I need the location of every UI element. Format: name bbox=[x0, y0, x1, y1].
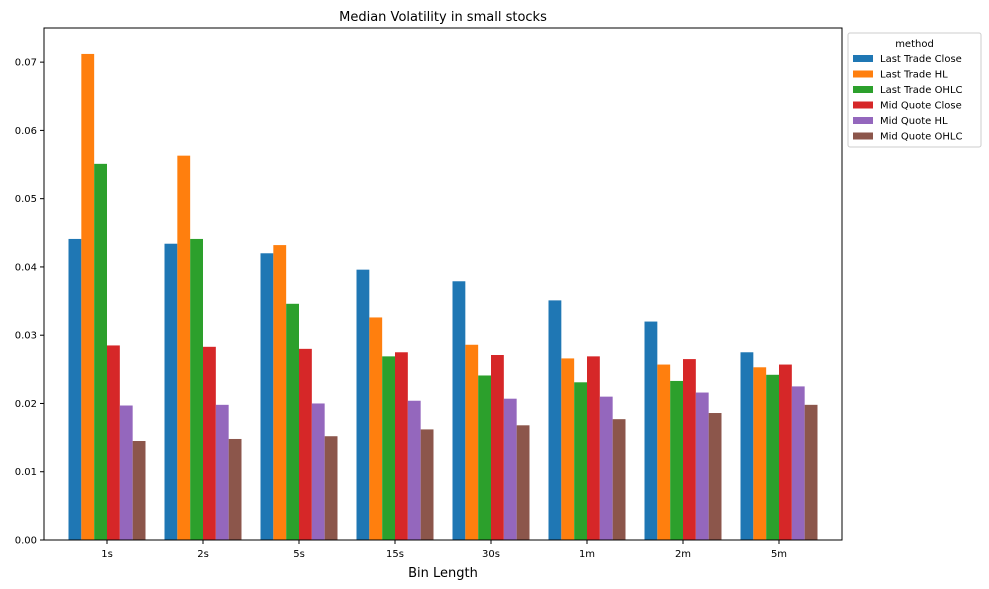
x-tick-label: 5m bbox=[771, 549, 787, 560]
bar-mid-quote-close-2s bbox=[203, 346, 216, 540]
bar-last-trade-hl-1m bbox=[561, 358, 575, 540]
bar-mid-quote-ohlc-5m bbox=[804, 404, 818, 540]
bar-mid-quote-ohlc-15s bbox=[420, 429, 434, 540]
legend-label: Mid Quote OHLC bbox=[880, 132, 962, 143]
bar-last-trade-ohlc-1m bbox=[574, 382, 587, 540]
legend-box bbox=[847, 32, 982, 148]
bar-last-trade-close-5s bbox=[260, 253, 274, 540]
bar-mid-quote-hl-2s bbox=[215, 404, 229, 540]
x-tick-label: 15s bbox=[386, 549, 404, 560]
bar-mid-quote-ohlc-1m bbox=[612, 419, 626, 540]
bar-last-trade-close-1m bbox=[548, 300, 562, 540]
bar-mid-quote-close-1s bbox=[107, 345, 120, 540]
legend-label: Last Trade Close bbox=[880, 54, 962, 65]
bar-mid-quote-hl-1m bbox=[599, 396, 613, 540]
bar-last-trade-close-1s bbox=[68, 238, 82, 540]
bar-last-trade-ohlc-30s bbox=[478, 375, 491, 540]
bar-last-trade-close-15s bbox=[356, 269, 370, 540]
x-tick-label: 30s bbox=[482, 549, 500, 560]
y-tick-label: 0.07 bbox=[15, 58, 37, 69]
bar-mid-quote-ohlc-1s bbox=[132, 441, 146, 540]
bar-mid-quote-close-5m bbox=[779, 364, 792, 540]
chart-title: Median Volatility in small stocks bbox=[339, 10, 547, 25]
legend-label: Last Trade HL bbox=[880, 70, 948, 81]
legend-swatch bbox=[853, 55, 873, 62]
y-tick-label: 0.01 bbox=[15, 467, 37, 478]
y-tick-label: 0.00 bbox=[15, 536, 37, 547]
bar-mid-quote-hl-30s bbox=[503, 398, 517, 540]
y-tick-label: 0.03 bbox=[15, 331, 37, 342]
bar-mid-quote-ohlc-2s bbox=[228, 438, 242, 540]
bar-mid-quote-ohlc-30s bbox=[516, 425, 530, 540]
bar-mid-quote-close-30s bbox=[491, 355, 504, 540]
x-tick-label: 2s bbox=[197, 549, 209, 560]
bar-last-trade-hl-2s bbox=[177, 155, 191, 540]
bar-mid-quote-ohlc-5s bbox=[324, 436, 338, 540]
bar-mid-quote-hl-15s bbox=[407, 400, 421, 540]
x-tick-label: 1m bbox=[579, 549, 595, 560]
bar-mid-quote-hl-5s bbox=[311, 403, 325, 540]
y-tick-label: 0.02 bbox=[15, 399, 37, 410]
bar-last-trade-ohlc-5m bbox=[766, 374, 779, 540]
bars-group bbox=[68, 53, 818, 540]
y-tick-label: 0.05 bbox=[15, 194, 37, 205]
y-tick-label: 0.06 bbox=[15, 126, 37, 137]
legend-label: Last Trade OHLC bbox=[880, 85, 963, 96]
bar-last-trade-hl-30s bbox=[465, 344, 479, 540]
legend-swatch bbox=[853, 101, 873, 109]
legend-label: Mid Quote HL bbox=[880, 116, 948, 127]
bar-mid-quote-ohlc-2m bbox=[708, 413, 722, 540]
x-tick-label: 2m bbox=[675, 549, 691, 560]
legend: method Last Trade Close Last Trade HL Last … bbox=[847, 32, 982, 148]
bar-last-trade-ohlc-2s bbox=[190, 238, 203, 540]
x-tick-label: 5s bbox=[293, 549, 305, 560]
bar-last-trade-hl-15s bbox=[369, 317, 383, 540]
bar-last-trade-close-2m bbox=[644, 321, 658, 540]
y-tick-label: 0.04 bbox=[15, 262, 37, 273]
bar-last-trade-ohlc-15s bbox=[382, 356, 395, 540]
bar-last-trade-close-2s bbox=[164, 243, 178, 540]
legend-title: method bbox=[895, 39, 934, 50]
plot-frame bbox=[43, 27, 843, 541]
y-axis: 0.00 0.01 0.02 0.03 0.04 0.05 0.06 0.07 bbox=[15, 58, 44, 547]
legend-swatch bbox=[853, 117, 873, 124]
bar-last-trade-close-30s bbox=[452, 281, 466, 540]
bar-mid-quote-hl-1s bbox=[119, 405, 133, 540]
legend-label: Mid Quote Close bbox=[880, 101, 962, 112]
bar-mid-quote-hl-2m bbox=[695, 392, 709, 540]
bar-last-trade-hl-1s bbox=[81, 53, 95, 540]
bar-last-trade-ohlc-1s bbox=[94, 163, 107, 540]
bar-mid-quote-close-2m bbox=[683, 359, 696, 540]
bar-last-trade-ohlc-5s bbox=[286, 303, 299, 540]
bar-last-trade-hl-5s bbox=[273, 245, 287, 540]
x-tick-label: 1s bbox=[101, 549, 113, 560]
legend-swatch bbox=[853, 86, 873, 93]
legend-swatch bbox=[853, 70, 873, 78]
x-axis: 1s 2s 5s 15s 30s 1m 2m 5m bbox=[101, 540, 787, 560]
legend-swatch bbox=[853, 132, 873, 140]
bar-last-trade-hl-5m bbox=[753, 367, 767, 540]
bar-mid-quote-close-1m bbox=[587, 356, 600, 540]
bar-last-trade-ohlc-2m bbox=[670, 380, 683, 540]
bar-last-trade-close-5m bbox=[740, 352, 754, 540]
bar-mid-quote-close-5s bbox=[299, 348, 312, 540]
bar-last-trade-hl-2m bbox=[657, 364, 671, 540]
x-axis-label: Bin Length bbox=[408, 566, 478, 581]
bar-mid-quote-close-15s bbox=[395, 352, 408, 540]
bar-mid-quote-hl-5m bbox=[791, 386, 805, 540]
